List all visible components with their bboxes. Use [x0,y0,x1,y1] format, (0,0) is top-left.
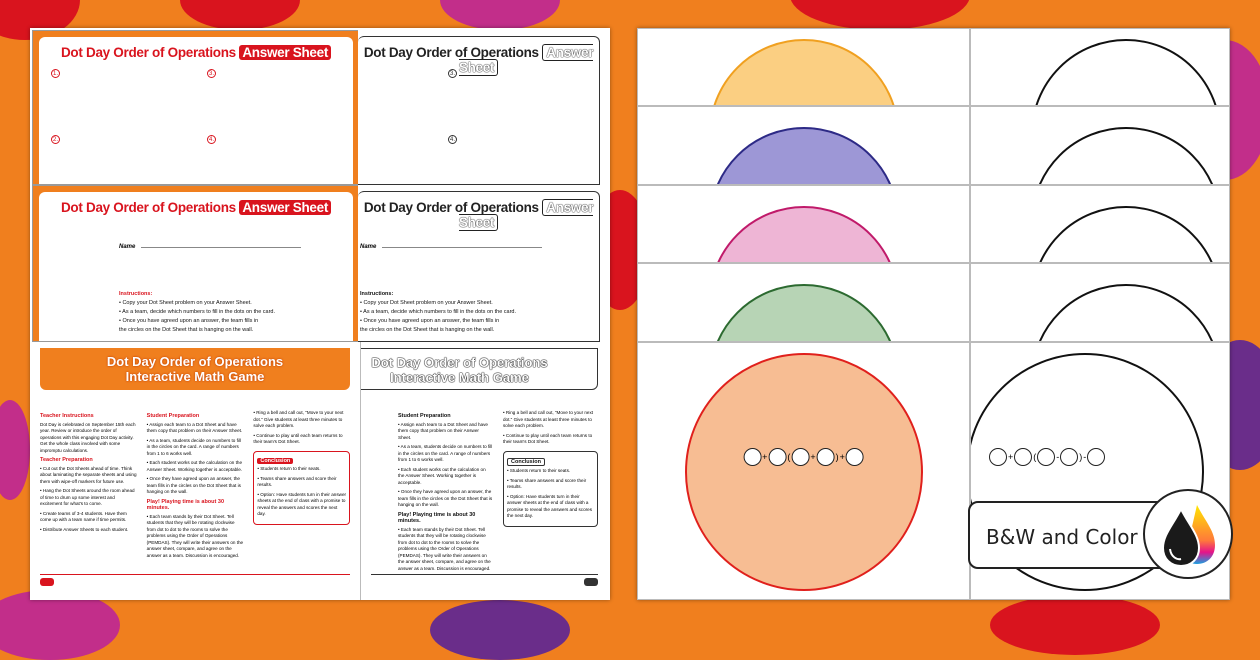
blank-dot [1060,448,1079,466]
operator: + [839,452,845,462]
conclusion-box: Conclusion • Students return to their sea… [503,450,598,527]
blank-dot [816,448,835,466]
blank-dot [1037,448,1056,466]
page-footer [40,574,350,588]
answer-sheet-color-page-1: Dot Day Order of Operations Answer Sheet… [32,30,360,185]
answer-sheet-color-page-2: Dot Day Order of Operations Answer Sheet… [32,185,360,342]
operator: + [1008,452,1014,462]
background-dot [440,0,560,30]
background-dot [430,600,570,660]
dot-sheet-full-circle-color: +(+) + [637,342,970,600]
dot-circle [708,206,899,262]
operator: ) [1079,452,1083,462]
instructions: Instructions: • Copy your Dot Sheet prob… [119,291,276,333]
operator: ( [1033,452,1037,462]
game-title-banner: Dot Day Order of Operations Interactive M… [361,348,598,390]
answer-sheet-title: Dot Day Order of Operations Answer Sheet [39,45,353,60]
dot-circle [1031,206,1221,262]
game-instructions-color-page: Dot Day Order of Operations Interactive M… [30,342,360,600]
dot-circle [1031,284,1221,341]
dot-circle [1031,127,1221,184]
dot-circle [1031,39,1221,105]
answer-sheet-bw-page-2: Dot Day Order of Operations Answer Sheet… [358,185,608,342]
page-footer [371,574,598,588]
dot-sheet-half-circle-bw [970,185,1230,263]
dot-sheet-half-circle-color [637,28,970,106]
name-field-label: Name [119,244,301,250]
left-preview-panel: Dot Day Order of Operations Answer Sheet… [30,28,610,600]
dot-circle [708,39,899,105]
logo-icon [584,578,598,586]
background-dot [180,0,300,30]
operator: - [1083,452,1087,462]
answer-number: 1. [51,69,60,78]
dot-circle [708,127,899,184]
answer-sheet-title: Dot Day Order of Operations Answer Sheet [363,44,594,76]
operator: - [1056,452,1060,462]
blank-dot [791,448,810,466]
blank-dot [845,448,864,466]
logo-icon [40,578,54,586]
blank-dot [1087,448,1106,466]
dot-circle [684,353,923,591]
operator: ) [835,452,839,462]
answer-sheet-title: Dot Day Order of Operations Answer Sheet [39,200,353,215]
answer-sheet-title: Dot Day Order of Operations Answer Sheet [363,199,594,231]
operator: + [810,452,816,462]
name-field-label: Name [360,244,542,250]
instructions: Instructions: • Copy your Dot Sheet prob… [360,291,517,333]
dot-circle [708,284,899,341]
ink-drops-icon [1143,489,1233,579]
background-dot [790,0,970,30]
answer-number: 3. [448,69,457,78]
answer-number: 2. [51,135,60,144]
answer-number: 4. [207,135,216,144]
dot-sheet-half-circle-bw [970,263,1230,342]
order-of-operations-equation: +(-) - [989,448,1106,466]
dot-sheet-half-circle-color [637,106,970,185]
answer-number: 4. [448,135,457,144]
conclusion-box: Conclusion • Students return to their sea… [253,450,351,525]
blank-dot [989,448,1007,466]
dot-sheet-half-circle-bw [970,28,1230,106]
background-dot [0,590,120,660]
game-instructions-bw-page: Dot Day Order of Operations Interactive M… [360,342,608,600]
background-dot [990,595,1160,655]
dot-sheet-half-circle-color [637,185,970,263]
background-dot [0,400,30,500]
operator: ( [787,452,791,462]
dot-sheet-half-circle-bw [970,106,1230,185]
answer-sheet-bw-page-1: Dot Day Order of Operations Answer Sheet… [358,30,608,185]
game-title-banner: Dot Day Order of Operations Interactive M… [40,348,350,390]
order-of-operations-equation: +(+) + [743,448,864,466]
operator: + [762,452,768,462]
blank-dot [1014,448,1033,466]
answer-number: 3. [207,69,216,78]
badge-label: B&W and Color [986,525,1138,549]
blank-dot [768,448,787,466]
blank-dot [743,448,762,466]
dot-sheet-half-circle-color [637,263,970,342]
